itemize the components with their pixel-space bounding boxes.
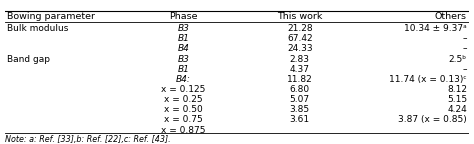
Text: B3: B3 (178, 55, 190, 64)
Text: –: – (463, 34, 467, 43)
Text: 2.5ᵇ: 2.5ᵇ (449, 55, 467, 64)
Text: 2.83: 2.83 (290, 55, 310, 64)
Text: B4:: B4: (176, 75, 191, 84)
Text: –: – (463, 44, 467, 53)
Text: B1: B1 (178, 34, 190, 43)
Text: 6.80: 6.80 (290, 85, 310, 94)
Text: 8.12: 8.12 (447, 85, 467, 94)
Text: 5.15: 5.15 (447, 95, 467, 104)
Text: 5.07: 5.07 (290, 95, 310, 104)
Text: Band gap: Band gap (7, 55, 50, 64)
Text: This work: This work (277, 12, 322, 21)
Text: 10.34 ± 9.37ᵃ: 10.34 ± 9.37ᵃ (404, 24, 467, 33)
Text: –: – (463, 65, 467, 74)
Text: Others: Others (435, 12, 467, 21)
Text: 21.28: 21.28 (287, 24, 312, 33)
Text: Note: a: Ref. [33],b: Ref. [22],c: Ref. [43].: Note: a: Ref. [33],b: Ref. [22],c: Ref. … (5, 134, 170, 144)
Text: B4: B4 (178, 44, 190, 53)
Text: 4.37: 4.37 (290, 65, 310, 74)
Text: Bulk modulus: Bulk modulus (7, 24, 68, 33)
Text: B1: B1 (178, 65, 190, 74)
Text: 3.85: 3.85 (290, 105, 310, 114)
Text: x = 0.875: x = 0.875 (161, 126, 206, 135)
Text: 11.82: 11.82 (287, 75, 312, 84)
Text: 11.74 (x = 0.13)ᶜ: 11.74 (x = 0.13)ᶜ (389, 75, 467, 84)
Text: x = 0.50: x = 0.50 (164, 105, 203, 114)
Text: x = 0.125: x = 0.125 (161, 85, 206, 94)
Text: B3: B3 (178, 24, 190, 33)
Text: 24.33: 24.33 (287, 44, 312, 53)
Text: 3.61: 3.61 (290, 115, 310, 124)
Text: Bowing parameter: Bowing parameter (7, 12, 95, 21)
Text: 3.87 (x = 0.85): 3.87 (x = 0.85) (398, 115, 467, 124)
Text: 67.42: 67.42 (287, 34, 312, 43)
Text: x = 0.75: x = 0.75 (164, 115, 203, 124)
Text: Phase: Phase (169, 12, 198, 21)
Text: 4.24: 4.24 (447, 105, 467, 114)
Text: x = 0.25: x = 0.25 (164, 95, 203, 104)
